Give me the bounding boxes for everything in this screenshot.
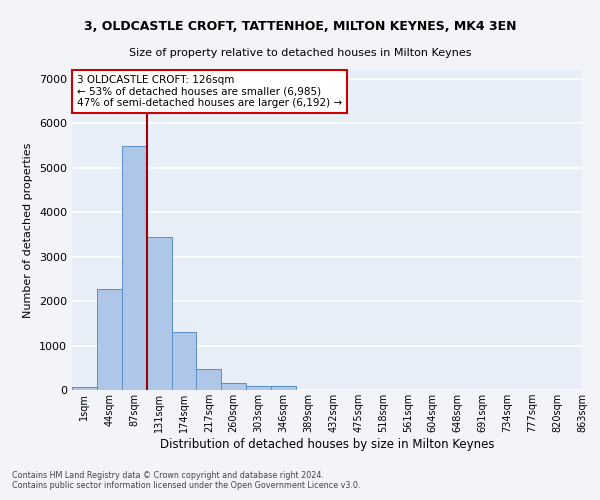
Bar (196, 369, 221, 390)
Y-axis label: Number of detached properties: Number of detached properties (23, 142, 34, 318)
Text: Size of property relative to detached houses in Milton Keynes: Size of property relative to detached ho… (129, 48, 471, 58)
Bar (72, 386, 97, 390)
Bar (246, 386, 271, 390)
X-axis label: Distribution of detached houses by size in Milton Keynes: Distribution of detached houses by size … (160, 438, 494, 451)
Bar (97, 289, 122, 390)
Text: 3 OLDCASTLE CROFT: 126sqm
← 53% of detached houses are smaller (6,985)
47% of se: 3 OLDCASTLE CROFT: 126sqm ← 53% of detac… (77, 75, 342, 108)
Text: Contains HM Land Registry data © Crown copyright and database right 2024.: Contains HM Land Registry data © Crown c… (12, 471, 324, 480)
Text: Contains public sector information licensed under the Open Government Licence v3: Contains public sector information licen… (12, 481, 361, 490)
Bar (221, 383, 246, 390)
Bar (271, 386, 296, 390)
Text: 3, OLDCASTLE CROFT, TATTENHOE, MILTON KEYNES, MK4 3EN: 3, OLDCASTLE CROFT, TATTENHOE, MILTON KE… (84, 20, 516, 33)
Bar (146, 237, 172, 390)
Bar (122, 146, 146, 390)
Bar (172, 332, 196, 390)
